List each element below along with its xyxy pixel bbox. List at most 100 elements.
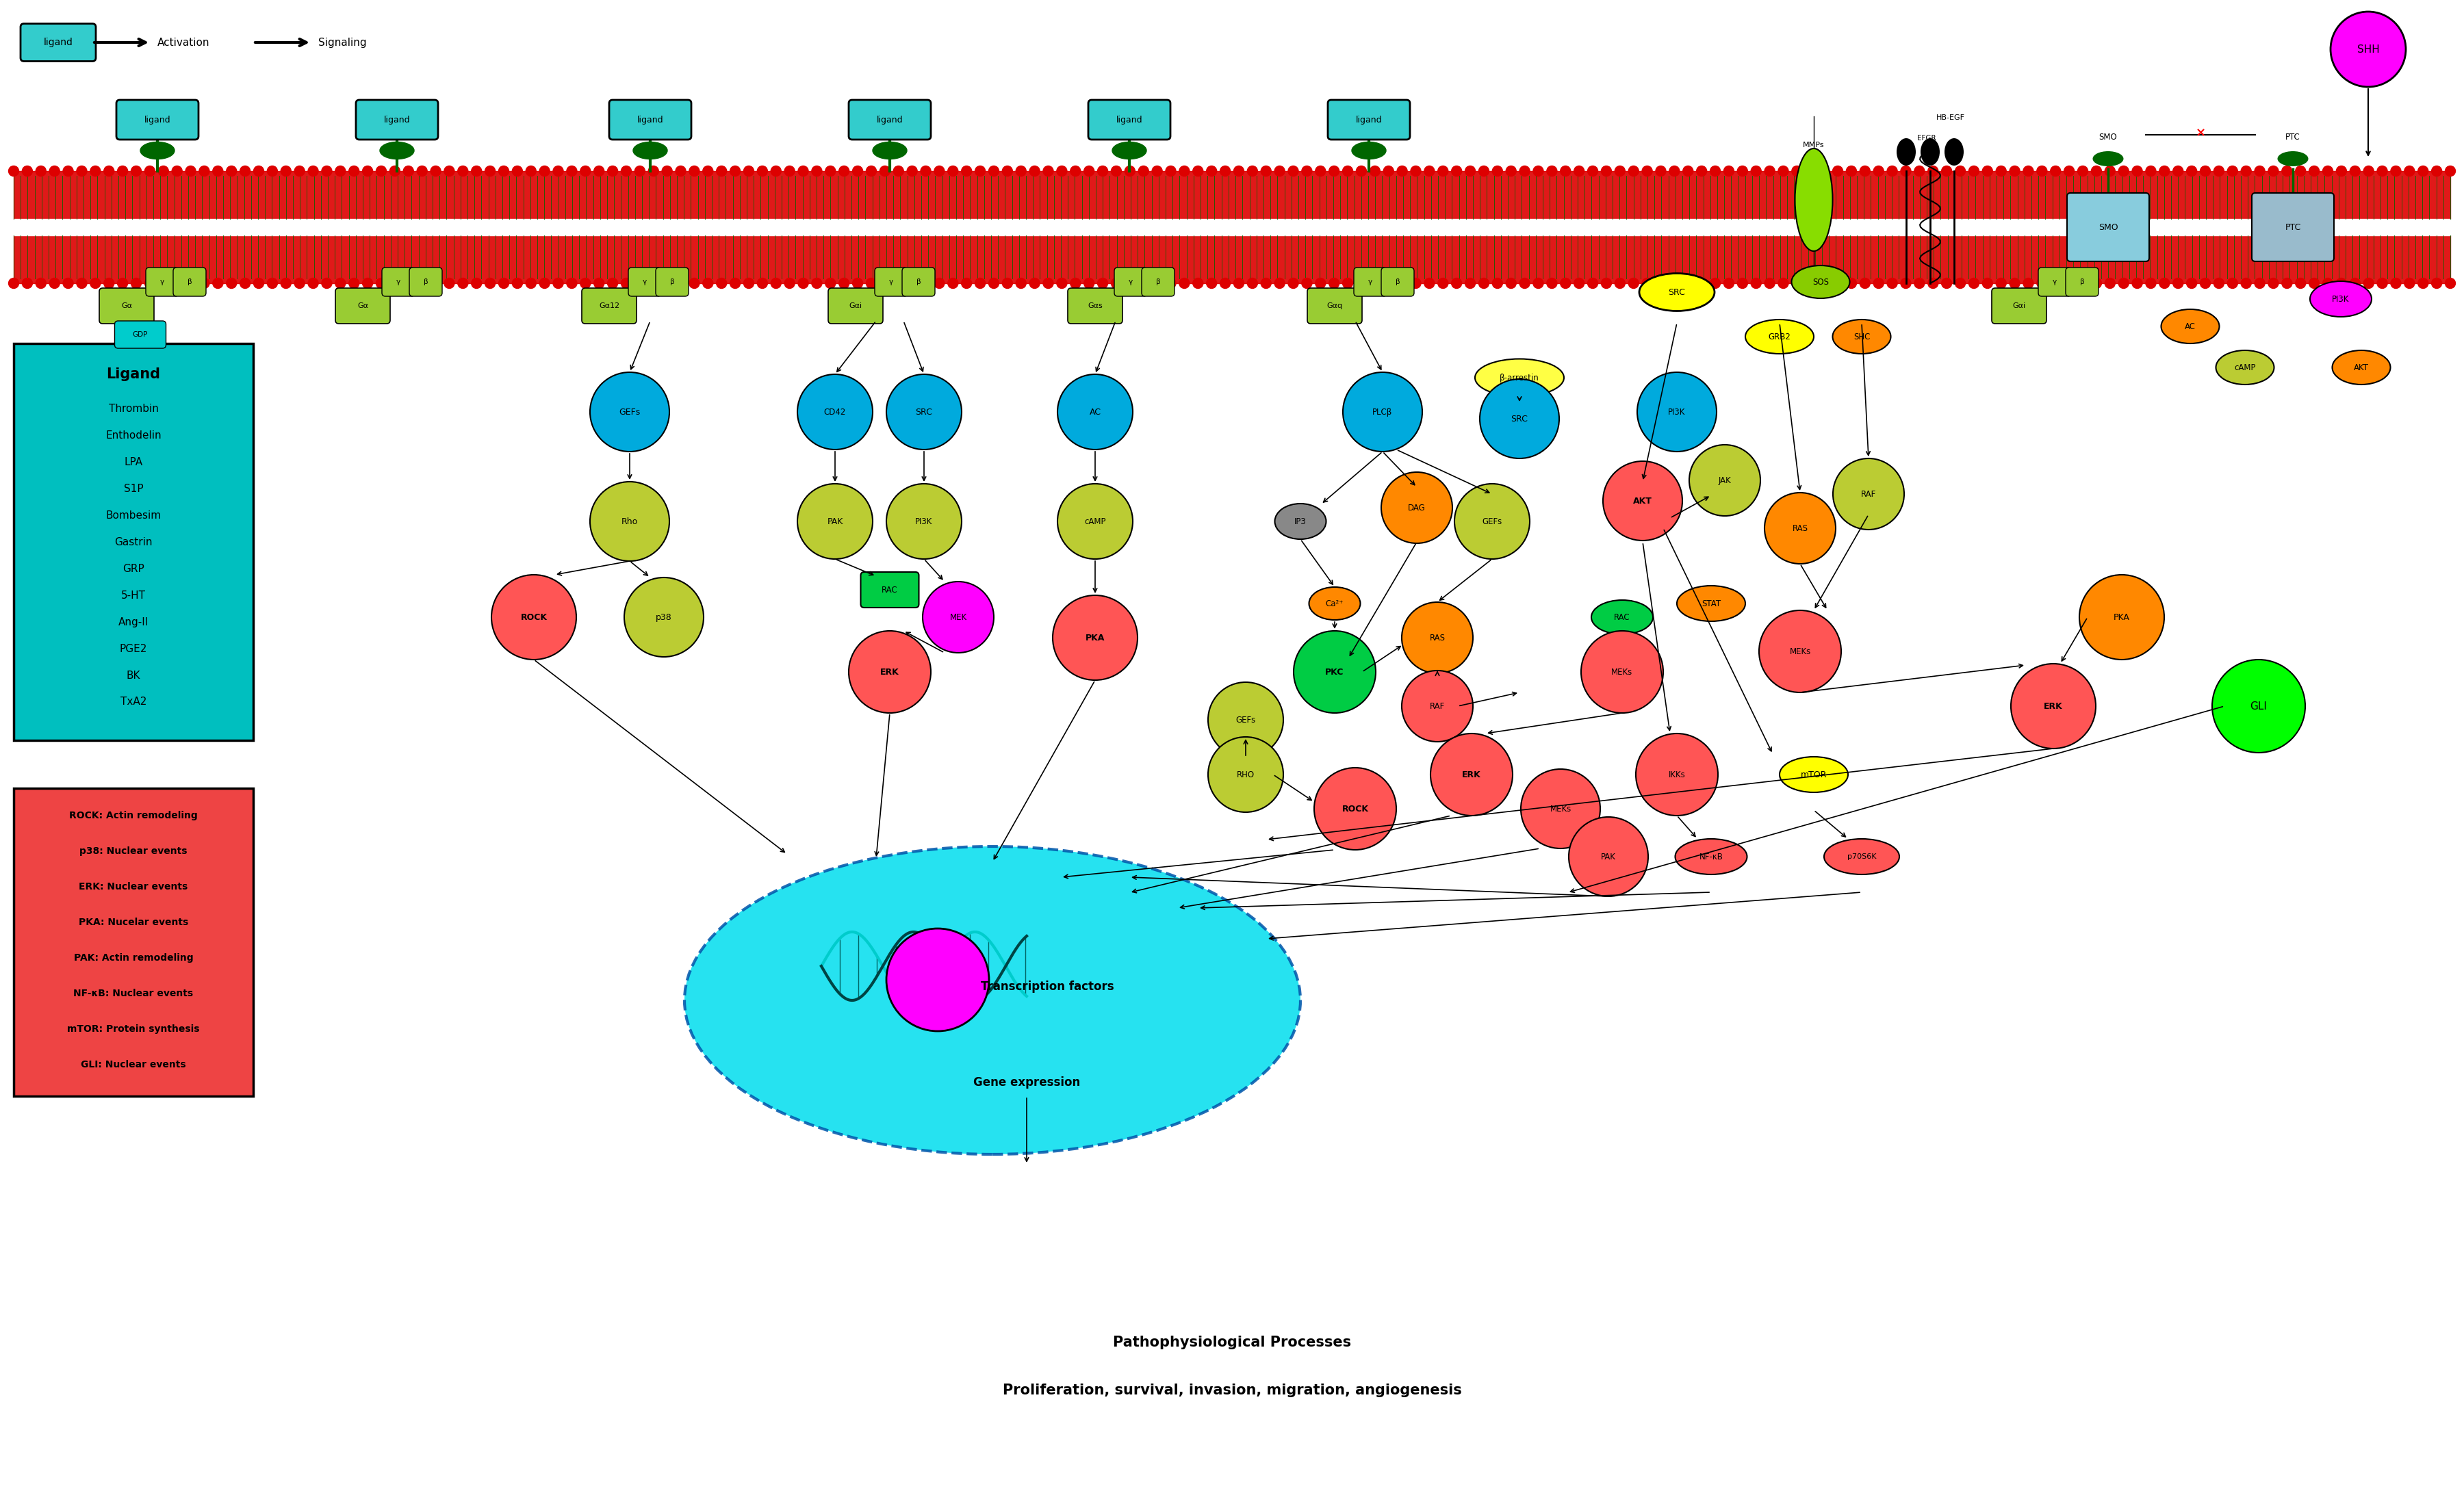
Text: GRP: GRP <box>123 563 145 573</box>
Circle shape <box>1262 166 1271 176</box>
Circle shape <box>2227 166 2237 176</box>
Circle shape <box>2405 278 2415 288</box>
Text: GEFs: GEFs <box>618 408 641 417</box>
Text: Proliferation, survival, invasion, migration, angiogenesis: Proliferation, survival, invasion, migra… <box>1003 1384 1461 1397</box>
FancyBboxPatch shape <box>1382 267 1414 296</box>
Text: γ: γ <box>643 279 648 285</box>
Circle shape <box>185 166 195 176</box>
Circle shape <box>185 278 195 288</box>
FancyBboxPatch shape <box>1308 288 1363 324</box>
Circle shape <box>1547 278 1557 288</box>
Text: ERK: Nuclear events: ERK: Nuclear events <box>79 882 187 891</box>
Circle shape <box>525 278 537 288</box>
Circle shape <box>784 166 796 176</box>
Circle shape <box>2173 278 2183 288</box>
Circle shape <box>1493 278 1503 288</box>
Circle shape <box>1656 166 1666 176</box>
Text: HB-EGF: HB-EGF <box>1937 115 1964 121</box>
Circle shape <box>37 166 47 176</box>
Ellipse shape <box>1823 839 1900 875</box>
Text: STAT: STAT <box>1703 599 1720 608</box>
Circle shape <box>1052 596 1138 681</box>
Circle shape <box>2351 166 2361 176</box>
Ellipse shape <box>1274 503 1326 539</box>
Text: Signaling: Signaling <box>318 37 367 48</box>
Text: Transcription factors: Transcription factors <box>981 981 1114 993</box>
Text: GLI: GLI <box>2250 702 2267 711</box>
Circle shape <box>961 278 971 288</box>
Circle shape <box>1560 166 1570 176</box>
FancyBboxPatch shape <box>382 267 414 296</box>
Circle shape <box>2240 278 2252 288</box>
Ellipse shape <box>1476 358 1565 397</box>
Ellipse shape <box>2092 151 2124 166</box>
Circle shape <box>1602 278 1611 288</box>
Text: PI3K: PI3K <box>2331 294 2351 303</box>
Circle shape <box>350 166 360 176</box>
Circle shape <box>1818 278 1828 288</box>
Circle shape <box>2240 166 2252 176</box>
Circle shape <box>949 166 958 176</box>
Circle shape <box>1313 767 1397 850</box>
Circle shape <box>118 278 128 288</box>
Circle shape <box>540 278 549 288</box>
Circle shape <box>103 166 113 176</box>
Circle shape <box>1478 166 1488 176</box>
Circle shape <box>589 372 670 451</box>
Circle shape <box>1165 166 1175 176</box>
Circle shape <box>675 166 685 176</box>
Circle shape <box>2309 166 2319 176</box>
Circle shape <box>2282 166 2292 176</box>
Text: Gα: Gα <box>357 303 367 309</box>
Circle shape <box>1602 166 1611 176</box>
Circle shape <box>1397 166 1407 176</box>
Text: CD42: CD42 <box>823 408 845 417</box>
Circle shape <box>131 278 140 288</box>
Circle shape <box>389 278 399 288</box>
FancyBboxPatch shape <box>172 267 207 296</box>
Circle shape <box>867 278 877 288</box>
Circle shape <box>1124 166 1136 176</box>
Circle shape <box>1153 278 1163 288</box>
FancyBboxPatch shape <box>409 267 441 296</box>
Text: RHO: RHO <box>1237 770 1254 779</box>
Circle shape <box>1710 278 1720 288</box>
Circle shape <box>76 278 86 288</box>
Circle shape <box>308 278 318 288</box>
Circle shape <box>1042 278 1055 288</box>
Circle shape <box>1096 166 1109 176</box>
Circle shape <box>2213 166 2225 176</box>
Text: ROCK: ROCK <box>520 612 547 621</box>
Circle shape <box>582 278 591 288</box>
Circle shape <box>37 278 47 288</box>
Circle shape <box>894 278 904 288</box>
Circle shape <box>1328 278 1340 288</box>
Text: γ: γ <box>397 279 402 285</box>
Circle shape <box>690 166 700 176</box>
Circle shape <box>2023 166 2033 176</box>
Circle shape <box>1294 632 1375 714</box>
Text: PTC: PTC <box>2287 133 2301 142</box>
Circle shape <box>1069 278 1082 288</box>
Circle shape <box>648 278 658 288</box>
Circle shape <box>1153 166 1163 176</box>
Circle shape <box>567 278 577 288</box>
Text: RAC: RAC <box>1614 612 1631 621</box>
Circle shape <box>1289 278 1299 288</box>
Circle shape <box>2324 166 2333 176</box>
Circle shape <box>988 166 998 176</box>
Circle shape <box>1779 278 1789 288</box>
Ellipse shape <box>1676 839 1747 875</box>
FancyBboxPatch shape <box>1089 100 1170 139</box>
Text: PKA: Nucelar events: PKA: Nucelar events <box>79 918 187 927</box>
Circle shape <box>589 482 670 561</box>
Text: mTOR: Protein synthesis: mTOR: Protein synthesis <box>67 1024 200 1033</box>
Circle shape <box>1030 278 1040 288</box>
Circle shape <box>1207 166 1217 176</box>
Circle shape <box>323 166 333 176</box>
Circle shape <box>1641 278 1653 288</box>
Circle shape <box>525 166 537 176</box>
Circle shape <box>498 166 510 176</box>
Circle shape <box>2080 575 2163 660</box>
Text: ×: × <box>2195 127 2205 139</box>
